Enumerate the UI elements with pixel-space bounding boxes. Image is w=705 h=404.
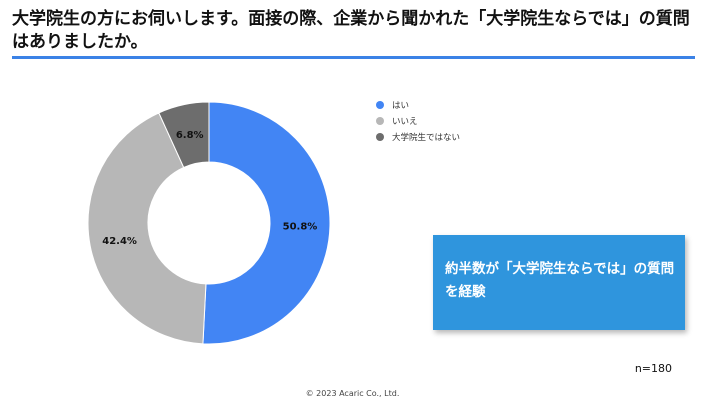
slice-label-not-grad: 6.8%	[176, 130, 204, 141]
legend-label-no: いいえ	[392, 117, 418, 127]
legend-swatch-no	[376, 117, 384, 125]
legend-item-not-grad: 大学院生ではない	[376, 129, 460, 145]
summary-callout: 約半数が「大学院生ならでは」の質問を経験	[433, 235, 685, 330]
page-title: 大学院生の方にお伺いします。面接の際、企業から聞かれた「大学院生ならでは」の質問…	[12, 9, 690, 52]
sample-size: n=180	[634, 362, 672, 375]
slice-no	[87, 112, 207, 345]
legend-label-yes: はい	[392, 101, 410, 111]
legend-swatch-yes	[376, 101, 384, 109]
title-underline	[12, 56, 695, 59]
legend-swatch-not-grad	[376, 133, 384, 141]
copyright: © 2023 Acaric Co., Ltd.	[305, 389, 400, 398]
legend-item-no: いいえ	[376, 113, 460, 129]
slice-label-yes: 50.8%	[283, 221, 318, 232]
slice-not-grad	[158, 101, 210, 169]
slice-label-no: 42.4%	[102, 236, 137, 247]
slice-yes	[202, 101, 331, 345]
chart-legend: はい いいえ 大学院生ではない	[376, 97, 460, 145]
legend-label-not-grad: 大学院生ではない	[392, 133, 461, 143]
callout-text: 約半数が「大学院生ならでは」の質問を経験	[445, 261, 675, 300]
legend-item-yes: はい	[376, 97, 460, 113]
donut-chart: 50.8% 42.4% 6.8%	[87, 101, 331, 345]
